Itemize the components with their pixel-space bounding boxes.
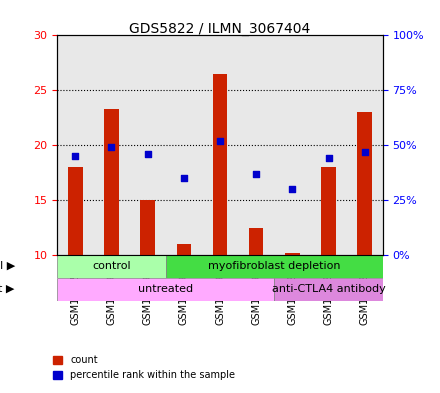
Legend: count, percentile rank within the sample: count, percentile rank within the sample [49,352,239,384]
Point [144,151,151,157]
Bar [140,200,155,255]
Point [72,153,79,159]
Bar [357,112,372,255]
Bar [57,255,166,278]
Point [325,155,332,162]
Bar [68,167,83,255]
Text: GDS5822 / ILMN_3067404: GDS5822 / ILMN_3067404 [129,22,311,36]
Text: control: control [92,261,131,272]
Bar [104,109,119,255]
Point [289,186,296,192]
Text: anti-CTLA4 antibody: anti-CTLA4 antibody [271,284,385,294]
Point [253,171,260,177]
Point [180,175,187,181]
Text: myofibroblast depletion: myofibroblast depletion [208,261,341,272]
Text: protocol ▶: protocol ▶ [0,261,15,272]
Bar [176,244,191,255]
Bar [57,278,274,301]
Point [361,149,368,155]
Bar [285,253,300,255]
Point [216,138,224,144]
Point [108,144,115,151]
Bar [213,74,227,255]
Text: untreated: untreated [138,284,193,294]
Bar [249,228,264,255]
Bar [321,167,336,255]
Bar [166,255,383,278]
Text: agent ▶: agent ▶ [0,284,15,294]
Bar [274,278,383,301]
